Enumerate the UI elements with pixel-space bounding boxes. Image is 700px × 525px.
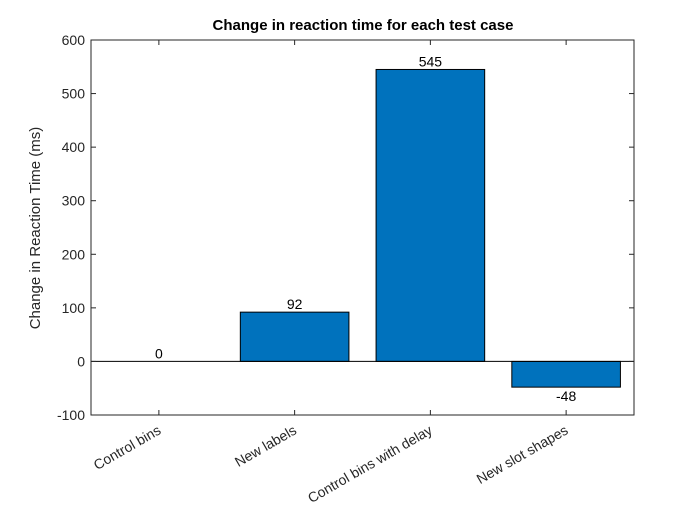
y-tick-label: 500 [62, 86, 86, 102]
x-ticks-group: Control bins New labels Control bins with … [91, 40, 571, 506]
y-tick-label: 200 [62, 246, 86, 262]
axes-group [90, 39, 635, 416]
x-tick-label: New labels [232, 422, 299, 470]
chart-title: Change in reaction time for each test ca… [213, 17, 514, 34]
bars-group [239, 68, 621, 388]
plot-frame [90, 39, 635, 416]
x-tick-label: New slot shapes [474, 422, 571, 487]
data-label-3: -48 [556, 388, 576, 404]
x-tick-label: Control bins [91, 422, 164, 473]
bar-3 [511, 360, 621, 388]
y-tick-label: 300 [62, 193, 86, 209]
data-label-0: 0 [155, 345, 163, 361]
data-label-2: 545 [419, 53, 443, 69]
y-tick-label: 600 [62, 32, 86, 48]
y-tick-label: 0 [77, 353, 85, 369]
bar-1 [239, 311, 350, 362]
x-tick-label: Control bins with delay [305, 422, 435, 506]
y-tick-label: 100 [62, 300, 86, 316]
y-tick-label: 400 [62, 139, 86, 155]
y-axis-label: Change in Reaction Time (ms) [27, 127, 44, 330]
bar-2 [375, 68, 486, 362]
y-ticks-group: -100 0 100 200 300 400 500 600 [57, 32, 634, 423]
data-labels-group: 0 92 545 -48 [155, 53, 576, 404]
y-tick-label: -100 [57, 407, 85, 423]
data-label-1: 92 [287, 296, 303, 312]
